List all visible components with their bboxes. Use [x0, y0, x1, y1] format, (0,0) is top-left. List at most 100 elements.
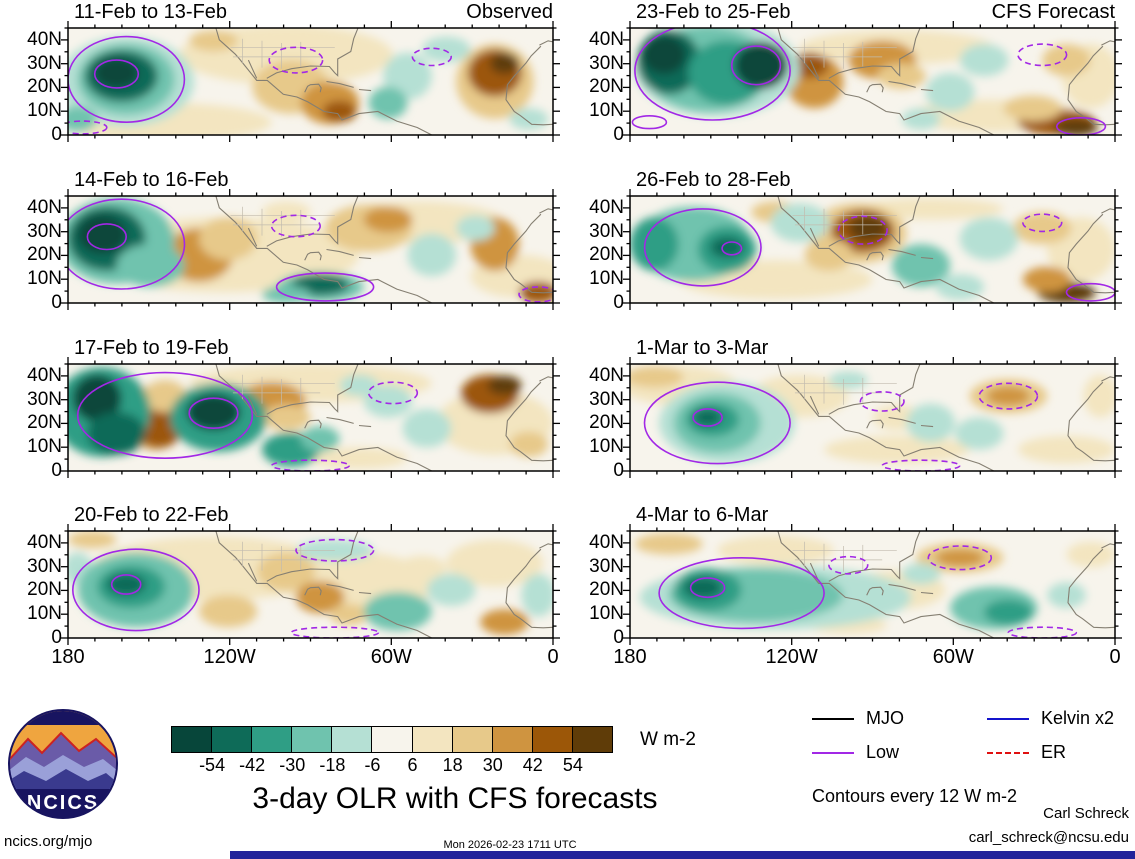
olr-map-panel-1: [61, 21, 560, 142]
legend-line-swatch: [987, 751, 1029, 754]
timestamp: Mon 2026-02-23 1711 UTC: [443, 839, 577, 851]
colorbar-segment: [451, 726, 493, 753]
y-axis-label: 10N: [27, 603, 62, 625]
panel-date-range: 23-Feb to 25-Feb: [636, 1, 791, 23]
colorbar-label: -54: [199, 755, 226, 775]
y-axis-label: 30N: [27, 555, 62, 577]
y-axis-label: 40N: [589, 28, 624, 50]
panel-date-range: 14-Feb to 16-Feb: [74, 169, 229, 191]
legend-label: Kelvin x2: [1041, 708, 1115, 728]
panel-title: 1-Mar to 3-Mar: [636, 337, 1115, 359]
y-axis-label: 10N: [589, 100, 624, 122]
y-axis-label: 40N: [589, 531, 624, 553]
olr-map-panel-8: [623, 524, 1122, 645]
panel-title: 20-Feb to 22-Feb: [74, 504, 553, 526]
colorbar-label: 6: [407, 755, 418, 775]
legend-item-er: ER: [987, 742, 1135, 763]
y-axis-label: 20N: [589, 76, 624, 98]
panel-title: 4-Mar to 6-Mar: [636, 504, 1115, 526]
olr-map-panel-5: [623, 21, 1122, 142]
legend-line-swatch: [812, 717, 854, 720]
legend-item-kelvin-x2: Kelvin x2: [987, 708, 1135, 729]
x-axis-label: 60W: [932, 646, 974, 668]
y-axis-label: 20N: [27, 76, 62, 98]
y-axis-label: 10N: [589, 603, 624, 625]
colorbar-segment: [371, 726, 413, 753]
y-axis-label: 0: [51, 124, 62, 145]
x-axis-label: 0: [1109, 646, 1121, 668]
colorbar-segment: [171, 726, 213, 753]
legend: MJO Kelvin x2 Low ER: [812, 708, 1135, 763]
x-axis-label: 0: [547, 646, 559, 668]
colorbar-label: -30: [279, 755, 306, 775]
y-axis-label: 10N: [27, 268, 62, 290]
panel-date-range: 26-Feb to 28-Feb: [636, 169, 791, 191]
y-axis-label: 30N: [589, 220, 624, 242]
legend-item-mjo: MJO: [812, 708, 977, 729]
colorbar-segment: [531, 726, 573, 753]
y-axis-label: 0: [51, 627, 62, 648]
y-axis-label: 0: [51, 460, 62, 481]
olr-map-panel-3: [61, 357, 560, 478]
y-axis-label: 20N: [589, 412, 624, 434]
y-axis-label: 10N: [589, 436, 624, 458]
y-axis-label: 20N: [27, 579, 62, 601]
y-axis-label: 30N: [589, 555, 624, 577]
y-axis-label: 30N: [589, 388, 624, 410]
y-axis-label: 30N: [27, 52, 62, 74]
x-axis-label: 180: [613, 646, 647, 668]
olr-map-panel-2: [61, 189, 560, 310]
y-axis-label: 30N: [27, 388, 62, 410]
y-axis-label: 30N: [27, 220, 62, 242]
panel-title: 26-Feb to 28-Feb: [636, 169, 1115, 191]
legend-line-swatch: [812, 751, 854, 754]
column-header: Observed: [466, 1, 553, 23]
colorbar-segment: [251, 726, 293, 753]
x-axis-label: 120W: [765, 646, 818, 668]
panel-title: 17-Feb to 19-Feb: [74, 337, 553, 359]
y-axis-label: 40N: [27, 28, 62, 50]
legend-line-swatch: [987, 717, 1029, 720]
y-axis-label: 20N: [589, 579, 624, 601]
y-axis-label: 0: [613, 124, 624, 145]
y-axis-label: 20N: [27, 244, 62, 266]
y-axis-label: 0: [613, 460, 624, 481]
site-link: ncics.org/mjo: [4, 833, 93, 850]
y-axis-label: 30N: [589, 52, 624, 74]
colorbar-label: 18: [442, 755, 463, 775]
legend-label: ER: [1041, 742, 1067, 762]
y-axis-label: 10N: [27, 100, 62, 122]
y-axis-label: 10N: [27, 436, 62, 458]
y-axis-label: 40N: [27, 196, 62, 218]
colorbar-label: 30: [482, 755, 503, 775]
panel-title: 11-Feb to 13-Feb Observed: [74, 1, 553, 23]
panel-title: 23-Feb to 25-Feb CFS Forecast: [636, 1, 1115, 23]
olr-map-panel-6: [623, 189, 1122, 310]
author-credit: Carl Schreck: [1043, 805, 1129, 822]
x-axis-label: 120W: [203, 646, 256, 668]
ncics-logo: NCICS: [8, 709, 118, 819]
y-axis-label: 40N: [27, 531, 62, 553]
x-axis-label: 60W: [370, 646, 412, 668]
colorbar-segment: [291, 726, 333, 753]
colorbar-label: -42: [239, 755, 266, 775]
colorbar: [171, 726, 614, 753]
panel-date-range: 20-Feb to 22-Feb: [74, 504, 229, 526]
panel-date-range: 1-Mar to 3-Mar: [636, 337, 769, 359]
y-axis-label: 0: [613, 292, 624, 313]
y-axis-label: 20N: [589, 244, 624, 266]
bottom-strip: [230, 851, 1135, 859]
author-email: carl_schreck@ncsu.edu: [968, 829, 1129, 846]
colorbar-label: -18: [319, 755, 346, 775]
column-header: CFS Forecast: [991, 1, 1115, 23]
y-axis-label: 10N: [589, 268, 624, 290]
legend-label: MJO: [866, 708, 904, 728]
colorbar-segment: [331, 726, 373, 753]
legend-label: Low: [866, 742, 900, 762]
x-axis-label: 180: [51, 646, 85, 668]
logo-text: NCICS: [27, 792, 99, 814]
y-axis-label: 40N: [589, 196, 624, 218]
colorbar-segment: [211, 726, 253, 753]
panel-date-range: 11-Feb to 13-Feb: [74, 1, 228, 23]
colorbar-segment: [491, 726, 533, 753]
